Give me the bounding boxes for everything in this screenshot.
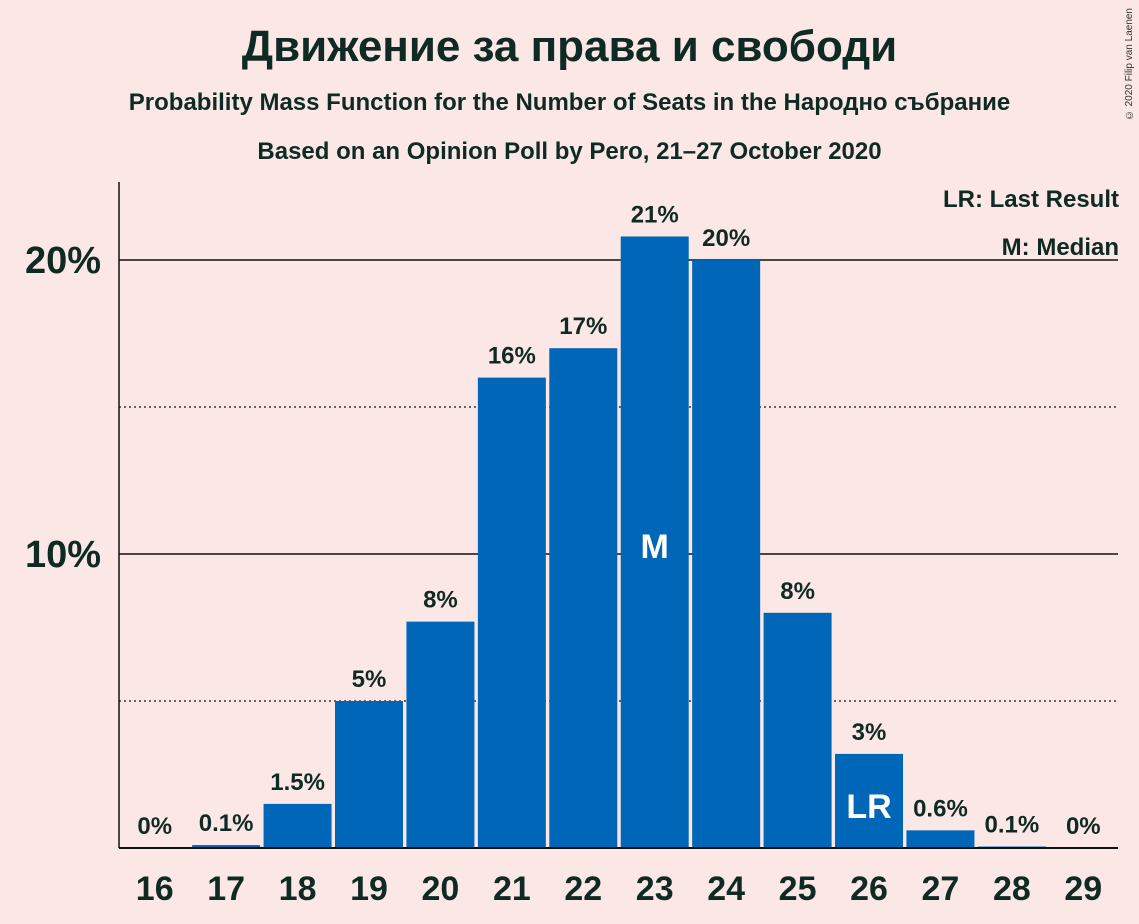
data-label: 20% [702, 225, 750, 252]
last-result-marker: LR [846, 788, 891, 826]
x-tick-label: 29 [1064, 870, 1102, 908]
data-label: 16% [488, 343, 536, 370]
data-label: 0.1% [199, 810, 254, 837]
x-tick-label: 18 [279, 870, 317, 908]
bar-seat-25 [763, 612, 832, 848]
x-tick-label: 25 [779, 870, 817, 908]
x-tick-label: 28 [993, 870, 1031, 908]
data-label: 0% [137, 813, 172, 840]
x-tick-label: 22 [564, 870, 602, 908]
x-tick-label: 21 [493, 870, 531, 908]
x-tick-label: 16 [136, 870, 174, 908]
data-label: 3% [852, 719, 887, 746]
data-label: 0.6% [913, 795, 968, 822]
chart-source-subtitle: Based on an Opinion Poll by Pero, 21–27 … [257, 138, 882, 165]
median-marker: M [641, 528, 669, 566]
chart-title: Движение за права и свободи [241, 22, 898, 71]
y-tick-label: 20% [25, 240, 101, 282]
data-label: 5% [352, 666, 387, 693]
data-label: 17% [559, 313, 607, 340]
bar-seat-22 [549, 348, 618, 848]
data-label: 0.1% [985, 812, 1040, 839]
bar-seat-18 [263, 803, 332, 848]
bar-seat-27 [906, 830, 975, 848]
x-tick-label: 19 [350, 870, 388, 908]
chart-subtitle: Probability Mass Function for the Number… [128, 89, 1011, 116]
bar-seat-21 [477, 377, 546, 848]
x-tick-label: 17 [207, 870, 245, 908]
x-tick-label: 20 [422, 870, 460, 908]
x-tick-label: 27 [922, 870, 960, 908]
x-tick-label: 23 [636, 870, 674, 908]
bar-seat-19 [335, 701, 404, 848]
bar-seat-20 [406, 621, 475, 848]
bar-seat-26 [835, 753, 904, 848]
legend-median: M: Median [1001, 234, 1119, 261]
legend-last-result: LR: Last Result [942, 186, 1119, 213]
x-tick-label: 24 [707, 870, 745, 908]
data-label: 8% [780, 578, 815, 605]
data-label: 21% [631, 201, 679, 228]
y-tick-label: 10% [25, 534, 101, 576]
x-tick-label: 26 [850, 870, 888, 908]
data-label: 0% [1066, 813, 1101, 840]
bar-seat-23 [620, 236, 689, 849]
data-label: 8% [423, 587, 458, 614]
data-label: 1.5% [270, 769, 325, 796]
bar-seat-24 [692, 260, 761, 848]
bar-seat-17 [192, 845, 261, 848]
